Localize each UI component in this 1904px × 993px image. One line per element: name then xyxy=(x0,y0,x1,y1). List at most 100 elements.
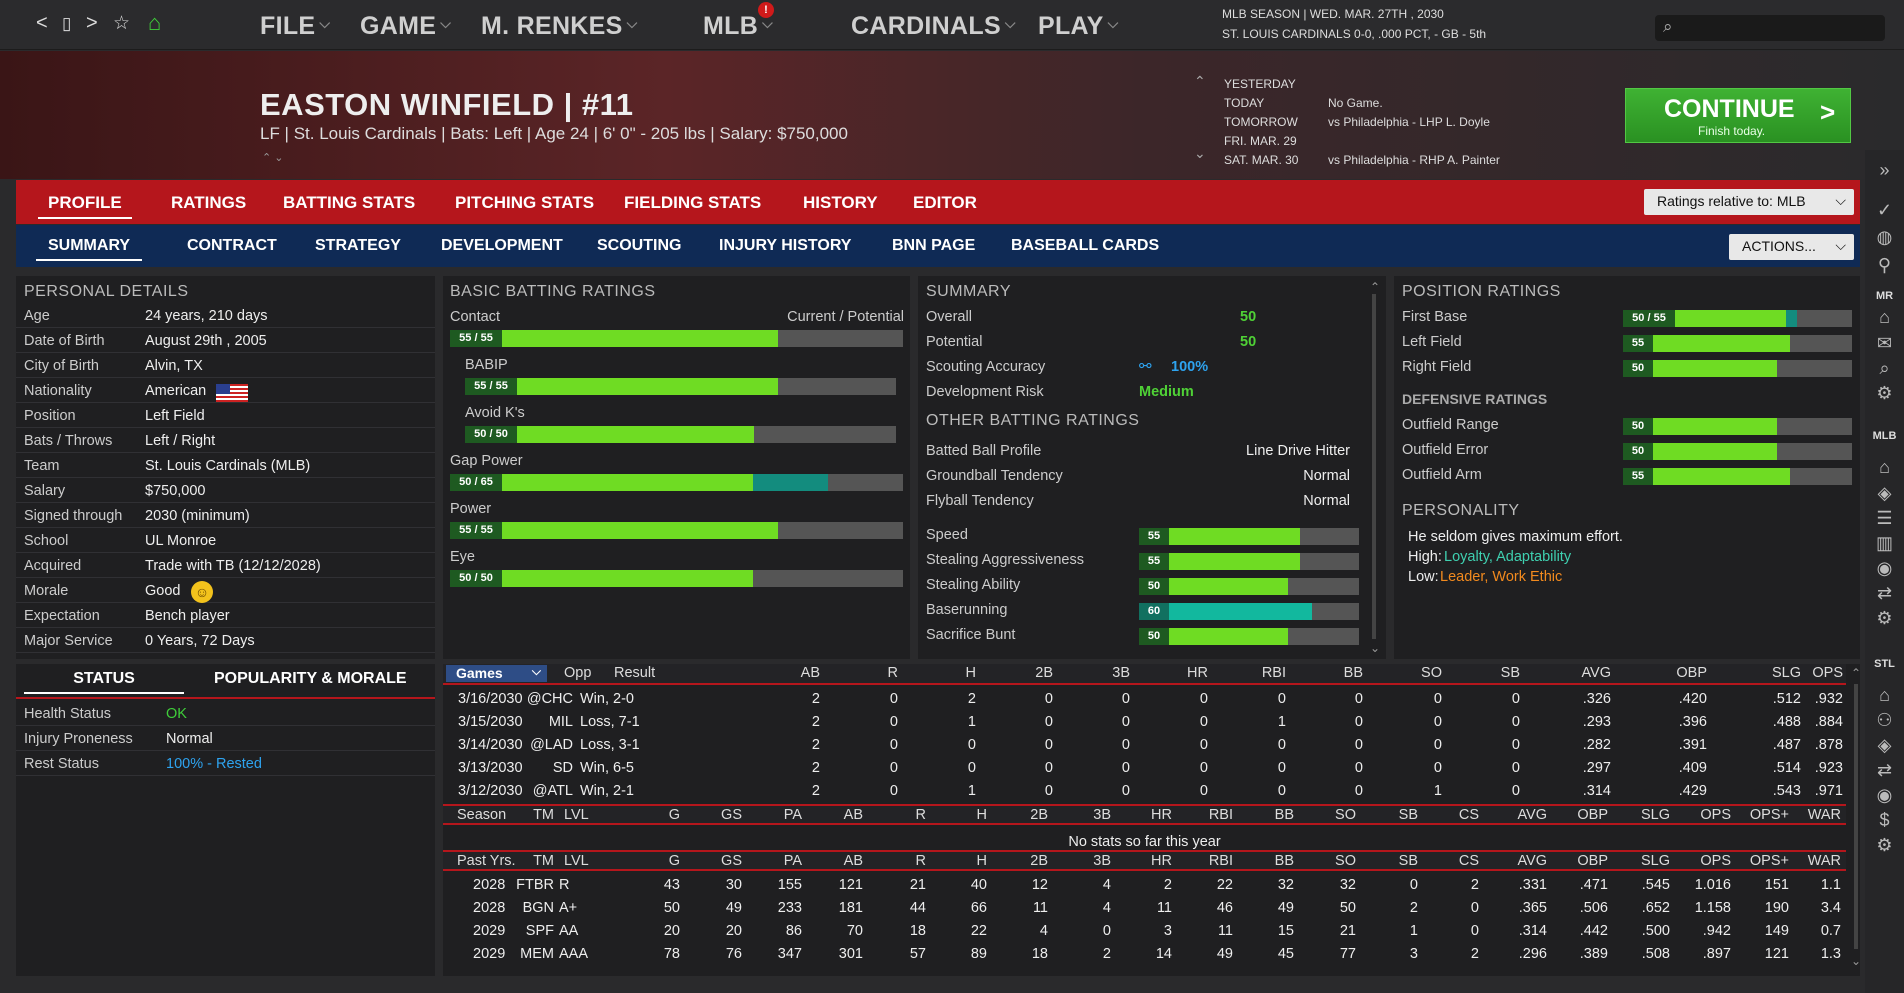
past-year-cell: 0 xyxy=(1470,900,1479,916)
past-year-cell: 76 xyxy=(725,946,742,962)
tab-batting-stats[interactable]: BATTING STATS xyxy=(283,193,416,212)
double-chevron-icon[interactable]: » xyxy=(1879,160,1890,180)
defensive-label: Outfield Arm xyxy=(1402,467,1482,483)
list-icon[interactable]: ☰ xyxy=(1876,508,1893,528)
overall-label: Overall xyxy=(926,309,972,325)
stat-col-header: BB xyxy=(1274,807,1294,823)
search-input[interactable]: ⌕ xyxy=(1655,15,1885,41)
scroll-down-icon[interactable]: ⌄ xyxy=(1851,954,1860,968)
status-divider xyxy=(16,697,435,699)
tab-summary[interactable]: SUMMARY xyxy=(36,237,143,261)
continue-button[interactable]: CONTINUE Finish today. > xyxy=(1625,88,1851,143)
detail-row: Morale Good ☺ xyxy=(16,581,435,603)
tab-status[interactable]: STATUS xyxy=(24,670,184,694)
pin-icon[interactable]: ⚲ xyxy=(1877,255,1892,275)
current-fill xyxy=(1169,578,1288,595)
rating-number: 50 / 65 xyxy=(450,474,502,491)
rating-number: 55 xyxy=(1623,468,1653,485)
current-fill xyxy=(502,522,778,539)
scroll-down-icon[interactable]: ⌄ xyxy=(1369,641,1380,655)
scroll-up-icon[interactable]: ⌃ xyxy=(1851,666,1860,680)
right-icon-rail: » ✓ ◍ ⚲ ⌂ ✉ ⌕ ⚙ ⌂ ◈ ☰ ▥ ◉ ⇄ ⚙ ⌂ ⚇ ◈ ⇄ ◉ $ ⚙ MR MLB STL xyxy=(1865,150,1904,993)
tab-injury-history[interactable]: INJURY HISTORY xyxy=(719,237,852,254)
star-icon[interactable]: ☆ xyxy=(113,13,131,34)
stats-scrollbar[interactable] xyxy=(1854,684,1858,949)
chart-icon[interactable]: ▥ xyxy=(1875,533,1893,553)
tab-strategy[interactable]: STRATEGY xyxy=(315,237,401,254)
tab-ratings[interactable]: RATINGS xyxy=(171,193,247,212)
home-icon[interactable]: ⌂ xyxy=(1879,457,1890,477)
game-cell: 0 xyxy=(889,783,898,799)
ball-icon[interactable]: ◉ xyxy=(1876,785,1893,805)
tab-popularity-morale[interactable]: POPULARITY & MORALE xyxy=(214,670,407,687)
gear-icon[interactable]: ⚙ xyxy=(1876,383,1893,403)
menu-cardinals[interactable]: CARDINALS ⌵ xyxy=(851,12,1016,40)
menu-file[interactable]: FILE ⌵ xyxy=(260,12,331,40)
top-bar: < ▯ > ☆ ⌂ FILE ⌵ GAME ⌵ M. RENKES ⌵ MLB ⌵ ! … xyxy=(0,0,1904,50)
gear-icon[interactable]: ⚙ xyxy=(1876,608,1893,628)
back-icon[interactable]: < xyxy=(36,12,48,34)
check-icon[interactable]: ✓ xyxy=(1876,200,1893,220)
past-year-cell: 155 xyxy=(777,877,802,893)
forward-icon[interactable]: > xyxy=(86,12,98,34)
menu-manager[interactable]: M. RENKES ⌵ xyxy=(481,12,638,40)
diamond-icon[interactable]: ◈ xyxy=(1877,735,1892,755)
personality-title: PERSONALITY xyxy=(1402,502,1520,519)
search-icon[interactable]: ⌕ xyxy=(1879,358,1890,378)
dollar-icon[interactable]: $ xyxy=(1879,810,1890,830)
tab-scouting[interactable]: SCOUTING xyxy=(597,237,682,254)
summary-scrollbar[interactable] xyxy=(1372,294,1376,639)
tab-baseball-cards[interactable]: BASEBALL CARDS xyxy=(1011,237,1160,254)
stat-col-header: OBP xyxy=(1577,853,1608,869)
rating-number: 50 xyxy=(1139,628,1169,645)
rating-number: 55 xyxy=(1623,335,1653,352)
detail-value: Good xyxy=(145,583,181,599)
actions-select[interactable]: ACTIONS... ⌵ xyxy=(1729,234,1854,260)
rating-number: 50 xyxy=(1139,578,1169,595)
people-icon[interactable]: ⚇ xyxy=(1876,710,1893,730)
menu-play[interactable]: PLAY ⌵ xyxy=(1038,12,1119,40)
window-icon[interactable]: ▯ xyxy=(62,14,72,33)
menu-game[interactable]: GAME ⌵ xyxy=(360,12,452,40)
tab-history[interactable]: HISTORY xyxy=(803,193,878,212)
ratings-relative-select[interactable]: Ratings relative to: MLB ⌵ xyxy=(1644,189,1854,215)
binoculars-icon: ⚯ xyxy=(1139,358,1152,375)
globe-icon[interactable]: ◍ xyxy=(1876,227,1893,247)
gear-icon[interactable]: ⚙ xyxy=(1876,835,1893,855)
home-icon[interactable]: ⌂ xyxy=(148,10,162,35)
games-col-header: Opp xyxy=(564,665,592,681)
tab-editor[interactable]: EDITOR xyxy=(913,193,977,212)
tab-profile[interactable]: PROFILE xyxy=(38,193,132,219)
schedule-up-icon[interactable]: ⌃ xyxy=(1194,73,1206,89)
home-icon[interactable]: ⌂ xyxy=(1879,307,1890,327)
games-select[interactable]: Games ⌵ xyxy=(446,664,547,682)
stat-col-header: PA xyxy=(783,853,802,869)
schedule-down-icon[interactable]: ⌄ xyxy=(1194,145,1206,161)
player-nav-arrows[interactable]: ⌃ ⌄ xyxy=(262,152,284,164)
past-year-cell: 66 xyxy=(970,900,987,916)
swap-icon[interactable]: ⇄ xyxy=(1876,760,1893,780)
stat-col-header: Past Yrs. xyxy=(457,853,516,869)
past-year-cell: 3 xyxy=(1409,946,1418,962)
diamond-icon[interactable]: ◈ xyxy=(1877,483,1892,503)
menu-mlb[interactable]: MLB ⌵ xyxy=(703,12,773,40)
past-year-cell: 0 xyxy=(1409,877,1418,893)
ball-icon[interactable]: ◉ xyxy=(1876,558,1893,578)
tab-bnn-page[interactable]: BNN PAGE xyxy=(892,237,976,254)
tab-contract[interactable]: CONTRACT xyxy=(187,237,277,254)
home-icon[interactable]: ⌂ xyxy=(1879,685,1890,705)
swap-icon[interactable]: ⇄ xyxy=(1876,583,1893,603)
mail-icon[interactable]: ✉ xyxy=(1876,333,1893,353)
game-cell: 0 xyxy=(1121,691,1130,707)
scroll-up-icon[interactable]: ⌃ xyxy=(1369,280,1380,294)
tab-pitching-stats[interactable]: PITCHING STATS xyxy=(455,193,595,212)
past-year-cell: 1.3 xyxy=(1820,946,1841,962)
game-cell: .488 xyxy=(1772,714,1801,730)
games-col-header: OPS xyxy=(1812,665,1843,681)
past-year-cell: 21 xyxy=(1339,923,1356,939)
tab-fielding-stats[interactable]: FIELDING STATS xyxy=(624,193,762,212)
tab-development[interactable]: DEVELOPMENT xyxy=(441,237,563,254)
past-year-cell: 0 xyxy=(1470,923,1479,939)
mlb-alert-badge: ! xyxy=(758,2,774,18)
game-cell: .326 xyxy=(1582,691,1611,707)
